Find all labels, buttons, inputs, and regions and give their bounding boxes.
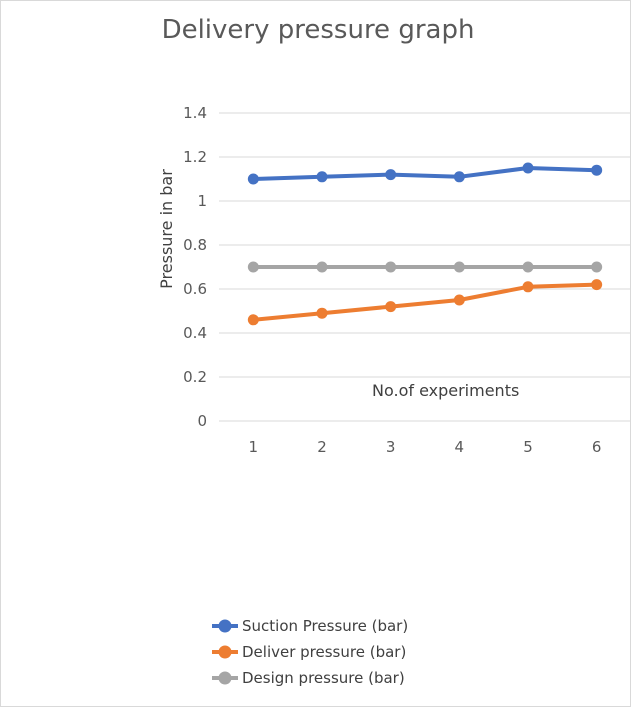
x-tick-label: 1 [249, 438, 259, 456]
grid [219, 112, 631, 422]
legend: Suction Pressure (bar) Deliver pressure (… [212, 617, 408, 687]
legend-marker-icon [218, 619, 232, 633]
series-line [251, 282, 599, 322]
y-axis-ticks: 0 0.2 0.4 0.6 0.8 1 1.2 1.4 [183, 104, 207, 430]
legend-label: Deliver pressure (bar) [242, 643, 406, 661]
data-point [385, 301, 397, 313]
x-tick-label: 4 [455, 438, 465, 456]
data-point [591, 279, 603, 291]
data-point [522, 261, 534, 273]
data-point [385, 169, 397, 181]
data-point [522, 162, 534, 174]
data-point [591, 164, 603, 176]
x-tick-label: 6 [592, 438, 602, 456]
x-tick-label: 3 [386, 438, 396, 456]
x-tick-label: 2 [317, 438, 327, 456]
data-point [316, 171, 328, 183]
data-point [453, 294, 465, 306]
legend-label: Design pressure (bar) [242, 669, 405, 687]
data-point [316, 261, 328, 273]
y-tick-label: 1.4 [183, 104, 207, 122]
data-point [247, 314, 259, 326]
data-point [522, 281, 534, 293]
y-tick-label: 1 [197, 192, 207, 210]
data-point [453, 171, 465, 183]
series-2 [247, 279, 603, 326]
y-axis-label: Pressure in bar [157, 169, 176, 289]
data-point [247, 261, 259, 273]
series-line [251, 166, 599, 181]
legend-label: Suction Pressure (bar) [242, 617, 408, 635]
y-tick-label: 0.6 [183, 280, 207, 298]
y-tick-label: 0.4 [183, 324, 207, 342]
y-tick-label: 0.8 [183, 236, 207, 254]
legend-item: Design pressure (bar) [212, 669, 405, 687]
y-tick-label: 0.2 [183, 368, 207, 386]
data-point [247, 173, 259, 185]
chart-title: Delivery pressure graph [162, 15, 475, 45]
series-3 [247, 261, 603, 273]
x-axis-label: No.of experiments [372, 381, 519, 400]
legend-item: Deliver pressure (bar) [212, 643, 406, 661]
x-axis-ticks: 1 2 3 4 5 6 [249, 438, 602, 456]
data-point [316, 307, 328, 319]
data-point [385, 261, 397, 273]
legend-item: Suction Pressure (bar) [212, 617, 408, 635]
data-point [591, 261, 603, 273]
y-tick-label: 1.2 [183, 148, 207, 166]
series-1 [247, 162, 603, 185]
legend-marker-icon [218, 671, 232, 685]
legend-marker-icon [218, 645, 232, 659]
y-tick-label: 0 [197, 412, 207, 430]
data-point [453, 261, 465, 273]
x-tick-label: 5 [523, 438, 533, 456]
series-group [247, 162, 603, 326]
